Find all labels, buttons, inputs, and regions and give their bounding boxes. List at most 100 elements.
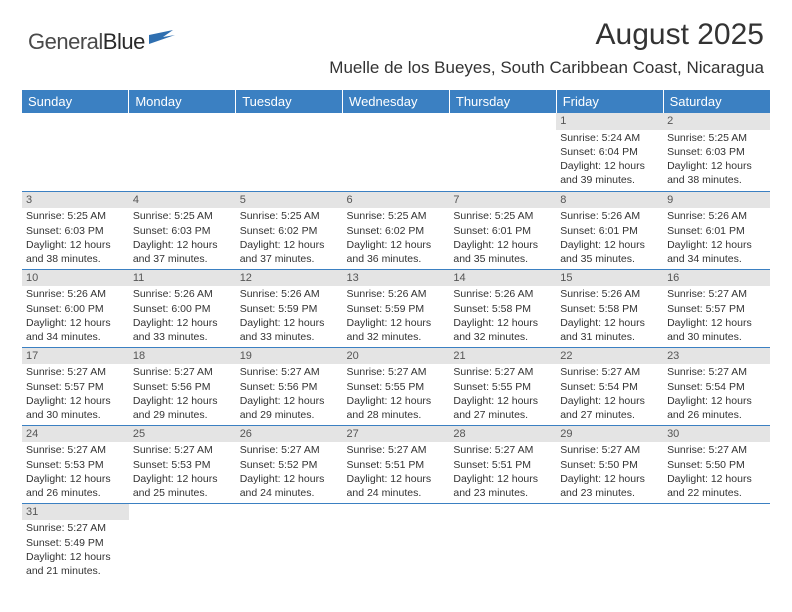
day-number: 14 — [449, 270, 556, 287]
calendar-cell: 31Sunrise: 5:27 AMSunset: 5:49 PMDayligh… — [22, 503, 129, 581]
sunset-line: Sunset: 5:53 PM — [133, 458, 232, 472]
daylight-line: Daylight: 12 hours — [240, 394, 339, 408]
daylight-line2: and 31 minutes. — [560, 330, 659, 344]
weekday-header: Wednesday — [343, 90, 450, 113]
sunrise-line: Sunrise: 5:27 AM — [347, 365, 446, 379]
sunset-line: Sunset: 6:00 PM — [133, 302, 232, 316]
daylight-line2: and 29 minutes. — [240, 408, 339, 422]
day-number: 7 — [449, 192, 556, 209]
sunset-line: Sunset: 5:57 PM — [26, 380, 125, 394]
daylight-line2: and 38 minutes. — [26, 252, 125, 266]
daylight-line2: and 27 minutes. — [560, 408, 659, 422]
calendar-cell: 2Sunrise: 5:25 AMSunset: 6:03 PMDaylight… — [663, 113, 770, 191]
day-body: Sunrise: 5:27 AMSunset: 5:56 PMDaylight:… — [236, 364, 343, 424]
sunrise-line: Sunrise: 5:27 AM — [133, 365, 232, 379]
daylight-line: Daylight: 12 hours — [453, 472, 552, 486]
calendar-cell — [343, 113, 450, 191]
weekday-header: Friday — [556, 90, 663, 113]
day-body: Sunrise: 5:26 AMSunset: 5:58 PMDaylight:… — [556, 286, 663, 346]
daylight-line2: and 26 minutes. — [26, 486, 125, 500]
day-body: Sunrise: 5:27 AMSunset: 5:50 PMDaylight:… — [556, 442, 663, 502]
calendar-cell — [129, 503, 236, 581]
sunset-line: Sunset: 6:03 PM — [667, 145, 766, 159]
daylight-line: Daylight: 12 hours — [240, 238, 339, 252]
daylight-line: Daylight: 12 hours — [560, 472, 659, 486]
daylight-line2: and 22 minutes. — [667, 486, 766, 500]
sunrise-line: Sunrise: 5:24 AM — [560, 131, 659, 145]
calendar-cell: 19Sunrise: 5:27 AMSunset: 5:56 PMDayligh… — [236, 347, 343, 425]
logo-text: GeneralBlue — [28, 29, 145, 55]
day-number: 24 — [22, 426, 129, 443]
day-number: 28 — [449, 426, 556, 443]
calendar-cell: 14Sunrise: 5:26 AMSunset: 5:58 PMDayligh… — [449, 269, 556, 347]
day-body: Sunrise: 5:27 AMSunset: 5:54 PMDaylight:… — [556, 364, 663, 424]
calendar-cell: 21Sunrise: 5:27 AMSunset: 5:55 PMDayligh… — [449, 347, 556, 425]
sunrise-line: Sunrise: 5:26 AM — [560, 287, 659, 301]
calendar-cell: 8Sunrise: 5:26 AMSunset: 6:01 PMDaylight… — [556, 191, 663, 269]
daylight-line2: and 26 minutes. — [667, 408, 766, 422]
daylight-line: Daylight: 12 hours — [667, 472, 766, 486]
calendar-cell — [236, 503, 343, 581]
daylight-line2: and 28 minutes. — [347, 408, 446, 422]
calendar-cell: 28Sunrise: 5:27 AMSunset: 5:51 PMDayligh… — [449, 425, 556, 503]
calendar-cell — [22, 113, 129, 191]
calendar-cell: 13Sunrise: 5:26 AMSunset: 5:59 PMDayligh… — [343, 269, 450, 347]
calendar-cell: 25Sunrise: 5:27 AMSunset: 5:53 PMDayligh… — [129, 425, 236, 503]
daylight-line2: and 39 minutes. — [560, 173, 659, 187]
day-number: 2 — [663, 113, 770, 130]
day-body: Sunrise: 5:26 AMSunset: 5:58 PMDaylight:… — [449, 286, 556, 346]
sunset-line: Sunset: 5:59 PM — [240, 302, 339, 316]
sunrise-line: Sunrise: 5:26 AM — [560, 209, 659, 223]
daylight-line2: and 37 minutes. — [133, 252, 232, 266]
sunset-line: Sunset: 5:53 PM — [26, 458, 125, 472]
sunset-line: Sunset: 6:00 PM — [26, 302, 125, 316]
calendar-cell: 18Sunrise: 5:27 AMSunset: 5:56 PMDayligh… — [129, 347, 236, 425]
day-body: Sunrise: 5:27 AMSunset: 5:55 PMDaylight:… — [449, 364, 556, 424]
calendar-cell: 3Sunrise: 5:25 AMSunset: 6:03 PMDaylight… — [22, 191, 129, 269]
sunrise-line: Sunrise: 5:25 AM — [26, 209, 125, 223]
logo-blue: Blue — [103, 29, 145, 54]
daylight-line2: and 29 minutes. — [133, 408, 232, 422]
sunset-line: Sunset: 5:55 PM — [453, 380, 552, 394]
weekday-header: Thursday — [449, 90, 556, 113]
daylight-line: Daylight: 12 hours — [133, 238, 232, 252]
day-number: 9 — [663, 192, 770, 209]
calendar-cell: 5Sunrise: 5:25 AMSunset: 6:02 PMDaylight… — [236, 191, 343, 269]
location: Muelle de los Bueyes, South Caribbean Co… — [329, 58, 764, 78]
daylight-line2: and 23 minutes. — [560, 486, 659, 500]
day-number: 10 — [22, 270, 129, 287]
day-number: 22 — [556, 348, 663, 365]
sunrise-line: Sunrise: 5:27 AM — [26, 365, 125, 379]
daylight-line2: and 37 minutes. — [240, 252, 339, 266]
daylight-line: Daylight: 12 hours — [667, 238, 766, 252]
daylight-line: Daylight: 12 hours — [560, 159, 659, 173]
weekday-header: Sunday — [22, 90, 129, 113]
daylight-line2: and 32 minutes. — [453, 330, 552, 344]
calendar-cell: 6Sunrise: 5:25 AMSunset: 6:02 PMDaylight… — [343, 191, 450, 269]
day-body: Sunrise: 5:27 AMSunset: 5:51 PMDaylight:… — [449, 442, 556, 502]
sunrise-line: Sunrise: 5:26 AM — [240, 287, 339, 301]
daylight-line2: and 30 minutes. — [26, 408, 125, 422]
calendar-cell: 10Sunrise: 5:26 AMSunset: 6:00 PMDayligh… — [22, 269, 129, 347]
calendar-cell — [343, 503, 450, 581]
day-number: 4 — [129, 192, 236, 209]
calendar-cell — [129, 113, 236, 191]
calendar-table: Sunday Monday Tuesday Wednesday Thursday… — [22, 90, 770, 581]
daylight-line2: and 30 minutes. — [667, 330, 766, 344]
sunrise-line: Sunrise: 5:26 AM — [26, 287, 125, 301]
logo: GeneralBlue — [28, 28, 175, 55]
day-body: Sunrise: 5:27 AMSunset: 5:56 PMDaylight:… — [129, 364, 236, 424]
day-number: 1 — [556, 113, 663, 130]
sunrise-line: Sunrise: 5:26 AM — [667, 209, 766, 223]
day-number: 20 — [343, 348, 450, 365]
day-number: 15 — [556, 270, 663, 287]
daylight-line2: and 32 minutes. — [347, 330, 446, 344]
calendar-cell: 11Sunrise: 5:26 AMSunset: 6:00 PMDayligh… — [129, 269, 236, 347]
sunrise-line: Sunrise: 5:25 AM — [667, 131, 766, 145]
day-number: 8 — [556, 192, 663, 209]
daylight-line: Daylight: 12 hours — [26, 394, 125, 408]
day-body: Sunrise: 5:26 AMSunset: 5:59 PMDaylight:… — [236, 286, 343, 346]
sunset-line: Sunset: 5:52 PM — [240, 458, 339, 472]
weekday-header: Monday — [129, 90, 236, 113]
daylight-line: Daylight: 12 hours — [667, 394, 766, 408]
